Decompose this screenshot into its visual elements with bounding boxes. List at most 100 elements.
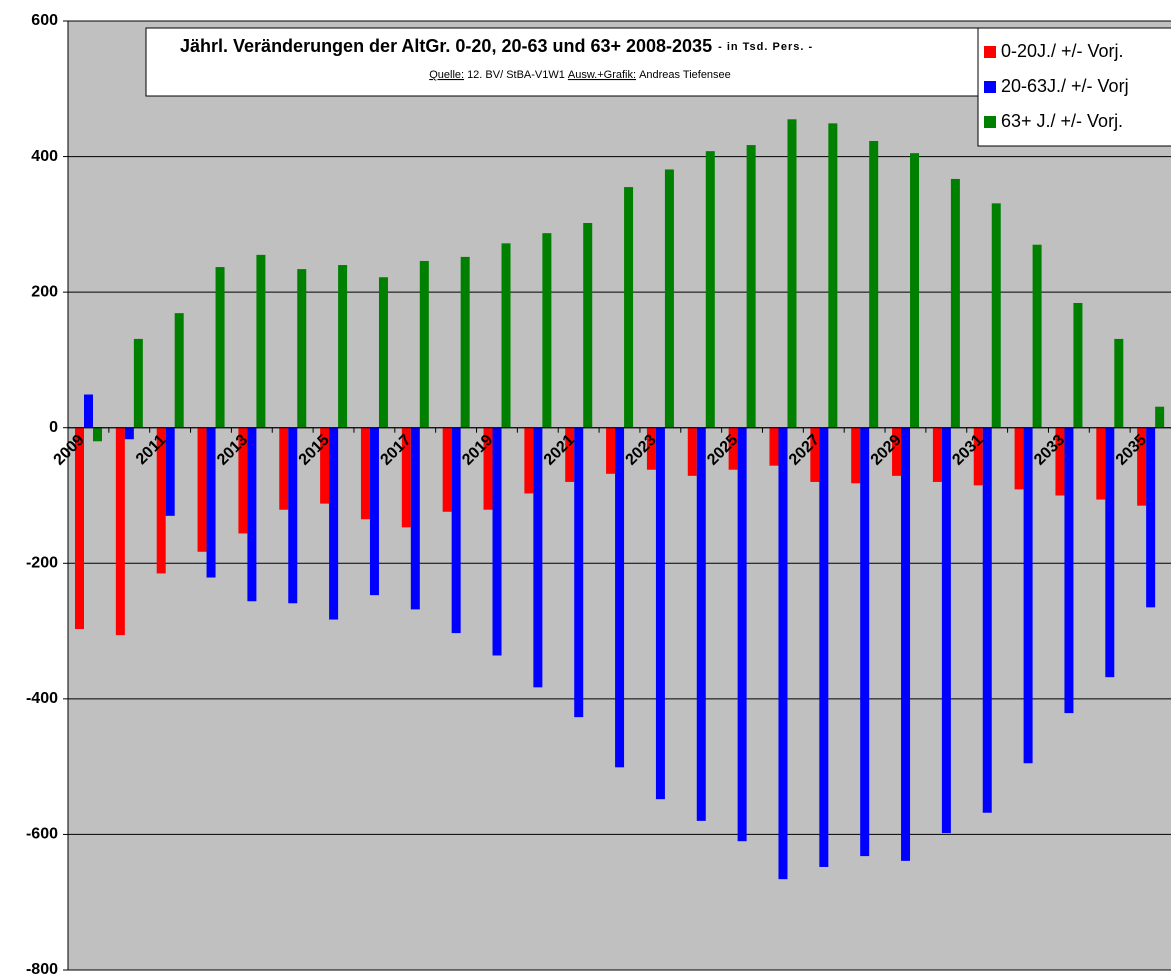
bar <box>1155 406 1165 428</box>
bar <box>737 427 747 842</box>
bar <box>624 187 634 428</box>
bar <box>419 260 429 428</box>
legend-label: 20-63J./ +/- Vorj <box>1001 76 1129 96</box>
bar <box>329 427 339 620</box>
bar <box>124 427 134 440</box>
bar <box>950 178 960 428</box>
bar <box>869 140 879 428</box>
bar <box>664 169 674 428</box>
bar <box>565 427 575 482</box>
author-text: Andreas Tiefensee <box>639 69 731 81</box>
bar <box>615 427 625 768</box>
bar <box>991 203 1001 428</box>
bar <box>533 427 543 688</box>
title-text: Jährl. Veränderungen der AltGr. 0-20, 20… <box>180 36 712 56</box>
bar <box>460 256 470 428</box>
legend-items: 0-20J./ +/- Vorj. 20-63J./ +/- Vorj 63+ J.… <box>984 41 1129 131</box>
bar <box>133 338 143 428</box>
bar <box>197 427 207 552</box>
title-suffix: - in Tsd. Pers. - <box>718 41 813 53</box>
legend-swatch <box>984 116 996 128</box>
bar <box>206 427 216 578</box>
bar <box>574 427 584 718</box>
bar <box>696 427 706 821</box>
bar <box>728 427 738 470</box>
bar <box>778 427 788 880</box>
y-tick-label: -400 <box>26 690 58 707</box>
legend-label: 63+ J./ +/- Vorj. <box>1001 111 1123 131</box>
bar <box>705 151 715 428</box>
bar <box>910 153 920 428</box>
bar <box>492 427 502 656</box>
bar <box>851 427 861 484</box>
bar <box>1064 427 1074 714</box>
bar <box>1137 427 1147 506</box>
bar <box>892 427 902 476</box>
bar <box>247 427 257 602</box>
bar <box>320 427 330 504</box>
bar <box>769 427 779 466</box>
bar <box>583 223 593 428</box>
y-tick-label: 400 <box>31 148 58 165</box>
legend-swatch <box>984 46 996 58</box>
bar <box>1105 427 1115 678</box>
bar <box>174 313 184 428</box>
bar <box>1014 427 1024 490</box>
bar <box>501 243 511 428</box>
bar <box>238 427 248 534</box>
bar <box>442 427 452 512</box>
bar <box>1096 427 1106 500</box>
bar <box>787 119 797 428</box>
bar <box>297 269 307 428</box>
bar <box>828 123 838 428</box>
bar <box>746 145 756 428</box>
bar <box>338 265 348 428</box>
legend-label: 0-20J./ +/- Vorj. <box>1001 41 1124 61</box>
bar <box>369 427 379 596</box>
bar <box>810 427 820 482</box>
bar <box>165 427 175 516</box>
y-tick-label: 600 <box>31 12 58 29</box>
bar <box>982 427 992 813</box>
bar <box>256 254 266 428</box>
bar <box>451 427 461 634</box>
chart-title: Jährl. Veränderungen der AltGr. 0-20, 20… <box>180 36 813 56</box>
bar <box>115 427 125 636</box>
bar <box>360 427 370 520</box>
bar <box>542 233 552 428</box>
bar <box>1032 244 1042 428</box>
source: Quelle: 12. BV/ StBA-V1W1 Ausw.+Grafik: And… <box>429 69 731 81</box>
bar <box>655 427 665 800</box>
bar <box>1073 302 1083 428</box>
bar <box>279 427 289 510</box>
y-tick-label: -200 <box>26 555 58 572</box>
bar <box>901 427 911 861</box>
bar <box>646 427 656 470</box>
source-text: 12. BV/ StBA-V1W1 <box>467 69 565 81</box>
bar <box>288 427 298 604</box>
bar <box>1023 427 1033 764</box>
bar <box>932 427 942 482</box>
author-label: Ausw.+Grafik: <box>568 69 636 81</box>
bar <box>215 267 225 428</box>
y-tick-label: -800 <box>26 961 58 975</box>
bar <box>524 427 534 494</box>
legend <box>977 27 1171 147</box>
bar <box>860 427 870 857</box>
bar <box>1146 427 1156 608</box>
bar <box>156 427 166 574</box>
bar <box>1114 338 1124 428</box>
source-label: Quelle: <box>429 69 464 81</box>
bar <box>606 427 616 474</box>
bars <box>75 119 1165 880</box>
bar <box>687 427 697 476</box>
bar <box>401 427 411 528</box>
bar <box>1055 427 1065 496</box>
bar <box>378 277 388 428</box>
bar <box>410 427 420 610</box>
y-tick-label: -600 <box>26 826 58 843</box>
y-tick-label: 200 <box>31 283 58 300</box>
y-tick-label: 0 <box>49 419 58 436</box>
bar <box>84 394 93 428</box>
